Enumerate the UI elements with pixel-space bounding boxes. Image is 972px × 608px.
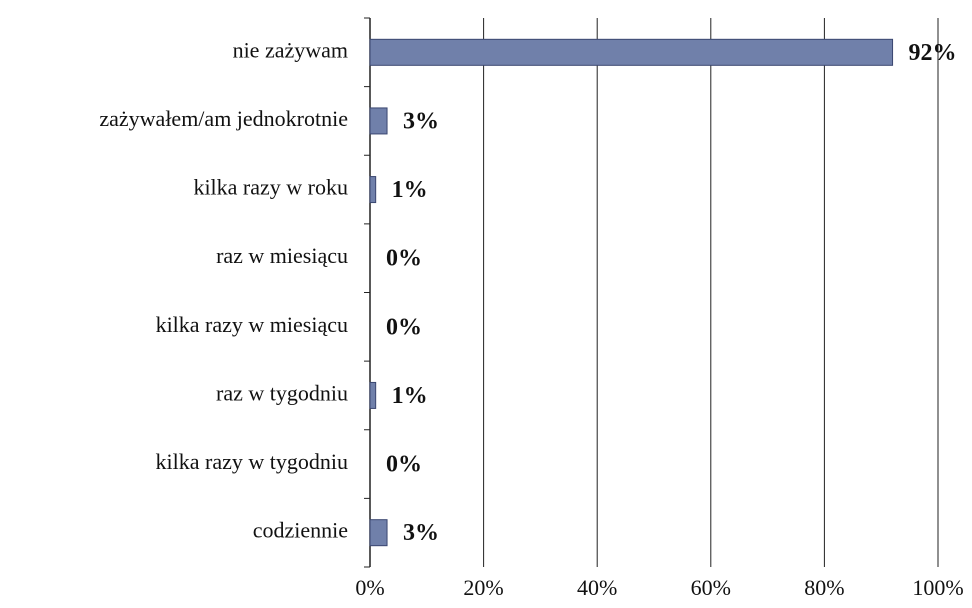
value-label: 0% bbox=[386, 452, 422, 478]
bar bbox=[369, 38, 894, 66]
category-label: nie zażywam bbox=[233, 37, 348, 62]
bar bbox=[369, 519, 388, 547]
bar bbox=[369, 176, 377, 204]
category-label: zażywałem/am jednokrotnie bbox=[99, 106, 348, 131]
bar bbox=[369, 381, 377, 409]
value-label: 0% bbox=[386, 246, 422, 272]
category-label: raz w miesiącu bbox=[216, 243, 348, 268]
value-label: 1% bbox=[392, 383, 428, 409]
category-label: kilka razy w miesiącu bbox=[156, 312, 348, 337]
value-label: 92% bbox=[909, 40, 957, 66]
x-tick-label: 80% bbox=[804, 575, 844, 600]
category-label: raz w tygodniu bbox=[216, 380, 348, 405]
bar bbox=[369, 107, 388, 135]
value-label: 3% bbox=[403, 520, 439, 546]
x-tick-label: 100% bbox=[912, 575, 963, 600]
category-label: kilka razy w roku bbox=[193, 175, 348, 200]
x-tick-label: 20% bbox=[463, 575, 503, 600]
value-label: 3% bbox=[403, 108, 439, 134]
x-tick-label: 0% bbox=[355, 575, 384, 600]
value-label: 0% bbox=[386, 314, 422, 340]
category-label: codziennie bbox=[253, 518, 348, 543]
x-tick-label: 40% bbox=[577, 575, 617, 600]
x-tick-label: 60% bbox=[691, 575, 731, 600]
category-label: kilka razy w tygodniu bbox=[156, 449, 348, 474]
value-label: 1% bbox=[392, 177, 428, 203]
